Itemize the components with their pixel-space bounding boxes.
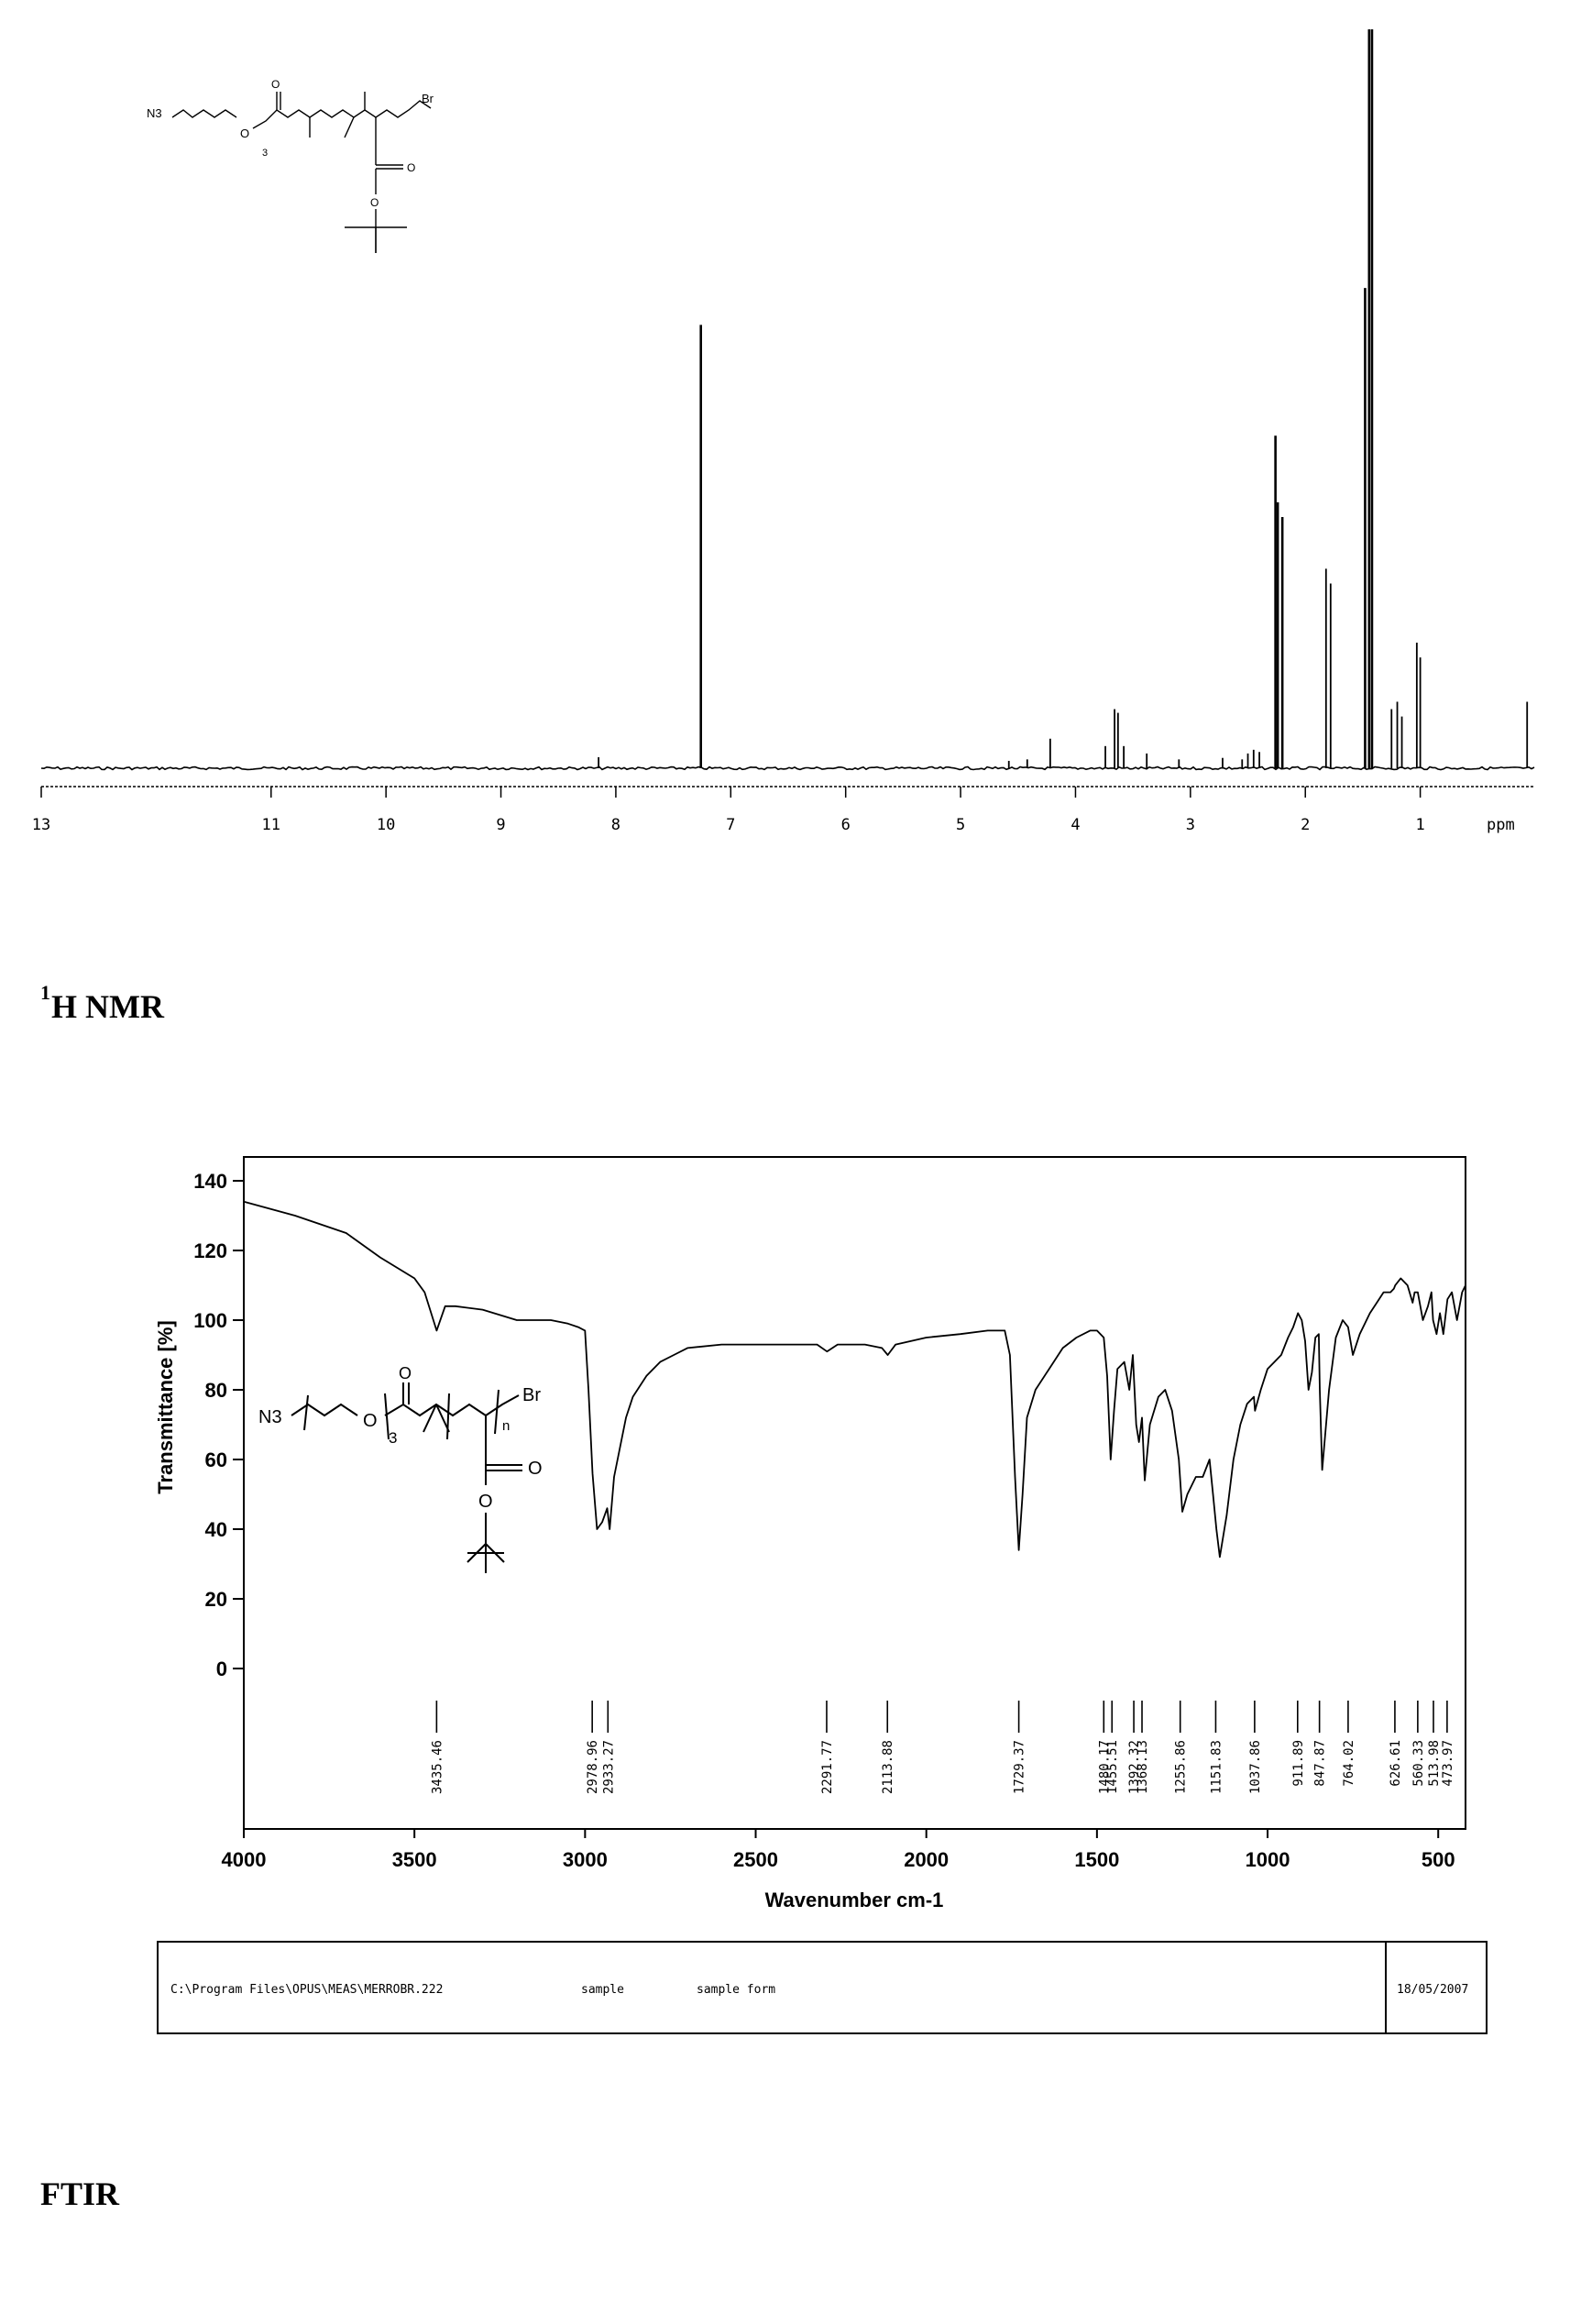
ftir-y-tick-label: 60 — [205, 1448, 227, 1471]
nmr-caption-superscript: 1 — [40, 981, 50, 1004]
ftir-trace-group — [244, 1202, 1466, 1558]
ftir-peak-labels: 3435.46 2978.962933.27 2291.77 2113.88 1729.… — [430, 1701, 1455, 1794]
ftir-x-tick-label: 2000 — [904, 1848, 949, 1871]
ftir-footer-date: 18/05/2007 — [1397, 1983, 1468, 1997]
ftir-peak-label: 1729.37 — [1013, 1740, 1027, 1794]
ftir-y-tick-label: 140 — [193, 1170, 227, 1193]
nmr-structure-sub-3: 3 — [262, 148, 268, 159]
ftir-footer-box: C:\Program Files\OPUS\MEAS\MERROBR.222 s… — [158, 1942, 1487, 2033]
nmr-x-tick-label: 13 — [32, 816, 50, 834]
nmr-x-tick-label: 5 — [956, 816, 965, 834]
ftir-x-tick-label: 2500 — [733, 1848, 778, 1871]
ftir-peak-label: 1255.86 — [1174, 1740, 1189, 1794]
ftir-peak-label: 1455.51 — [1105, 1740, 1120, 1794]
ftir-peak-label: 764.02 — [1342, 1740, 1356, 1787]
nmr-trace-group — [41, 29, 1534, 770]
nmr-x-tick-label: 10 — [377, 816, 395, 834]
nmr-molecule-structure: N3 O O Br O O 3 — [147, 78, 434, 253]
ftir-y-tick-label: 20 — [205, 1588, 227, 1611]
ftir-peak-label: 2978.96 — [586, 1740, 600, 1794]
ftir-x-axis-label: Wavenumber cm-1 — [765, 1889, 944, 1911]
nmr-structure-n3: N3 — [147, 106, 162, 120]
ftir-peak-label: 911.89 — [1291, 1740, 1306, 1787]
ftir-plot-frame — [244, 1157, 1466, 1829]
ftir-footer-sample-form: sample form — [697, 1983, 775, 1997]
ftir-spectrum-line — [244, 1202, 1466, 1558]
ftir-peak-label: 3435.46 — [430, 1740, 445, 1794]
ftir-peak-label: 513.98 — [1427, 1740, 1442, 1787]
ftir-peak-label: 1368.13 — [1136, 1740, 1150, 1794]
ftir-footer-sample: sample — [581, 1983, 624, 1997]
ftir-peak-label: 2933.27 — [601, 1740, 616, 1794]
ftir-structure-n3: N3 — [258, 1407, 282, 1427]
ftir-structure-o: O — [363, 1411, 378, 1431]
ftir-y-tick-label: 120 — [193, 1239, 227, 1262]
ftir-x-tick-label: 500 — [1422, 1848, 1455, 1871]
nmr-structure-ether-o: O — [370, 196, 379, 209]
ftir-y-tick-label: 100 — [193, 1309, 227, 1332]
nmr-caption-text: H NMR — [51, 988, 165, 1025]
nmr-x-tick-label: 7 — [726, 816, 735, 834]
ftir-x-tick-label: 1500 — [1074, 1848, 1119, 1871]
nmr-axis-unit: ppm — [1487, 816, 1515, 834]
ftir-peak-label: 847.87 — [1313, 1740, 1328, 1787]
ftir-x-tick-label: 4000 — [222, 1848, 267, 1871]
ftir-x-tick-label: 1000 — [1246, 1848, 1290, 1871]
ftir-structure-sub-3: 3 — [389, 1429, 397, 1447]
nmr-x-tick-label: 11 — [262, 816, 280, 834]
ftir-y-tick-label: 80 — [205, 1379, 227, 1402]
ftir-peak-label: 473.97 — [1441, 1740, 1455, 1787]
ftir-molecule-structure: N3 O 3 O n Br O O — [258, 1364, 543, 1573]
nmr-x-tick-label: 6 — [841, 816, 851, 834]
ftir-structure-carbonyl-o: O — [399, 1364, 412, 1382]
ftir-peak-label: 626.61 — [1389, 1740, 1403, 1787]
ftir-y-axis: 0 20 40 60 80 100 120 140 — [193, 1170, 244, 1680]
nmr-spectrum-panel: N3 O O Br O O 3 13 11 10 9 8 7 6 5 4 3 2 1 ppm — [32, 29, 1535, 834]
ftir-spectrum-panel: 020406080100120140 400035003000250020001… — [154, 1157, 1487, 2033]
ftir-footer-path: C:\Program Files\OPUS\MEAS\MERROBR.222 — [170, 1983, 443, 1997]
ftir-peak-label: 1037.86 — [1248, 1740, 1263, 1794]
ftir-y-tick-label: 0 — [216, 1658, 227, 1680]
nmr-caption: 1 H NMR — [40, 981, 165, 1025]
nmr-x-tick-label: 8 — [611, 816, 620, 834]
ftir-x-axis: 4000 3500 3000 2500 2000 1500 1000 500 — [222, 1829, 1455, 1871]
ftir-x-tick-label: 3500 — [392, 1848, 437, 1871]
ftir-structure-ether-o: O — [478, 1492, 493, 1512]
nmr-x-tick-label: 3 — [1186, 816, 1195, 834]
nmr-x-tick-label: 2 — [1301, 816, 1310, 834]
ftir-peak-label: 1151.83 — [1209, 1740, 1224, 1794]
ftir-peak-label: 2291.77 — [820, 1740, 835, 1794]
nmr-structure-br: Br — [422, 92, 434, 105]
ftir-peak-label: 2113.88 — [881, 1740, 895, 1794]
ftir-caption: FTIR — [40, 2175, 120, 2212]
nmr-structure-carbonyl-o: O — [271, 78, 280, 91]
ftir-x-tick-label: 3000 — [563, 1848, 608, 1871]
nmr-x-tick-label: 9 — [496, 816, 505, 834]
ftir-structure-br: Br — [522, 1385, 541, 1405]
nmr-structure-o: O — [240, 127, 249, 140]
nmr-structure-ester-o: O — [407, 161, 415, 174]
nmr-x-tick-label: 1 — [1415, 816, 1424, 834]
ftir-y-axis-label: Transmittance [%] — [154, 1320, 177, 1494]
nmr-x-axis: 13 11 10 9 8 7 6 5 4 3 2 1 — [32, 787, 1535, 834]
ftir-y-tick-label: 40 — [205, 1518, 227, 1541]
nmr-x-tick-label: 4 — [1070, 816, 1080, 834]
ftir-peak-label: 560.33 — [1411, 1740, 1426, 1787]
ftir-structure-sub-n: n — [502, 1418, 510, 1434]
nmr-baseline — [41, 767, 1534, 770]
ftir-structure-ester-o: O — [528, 1459, 543, 1479]
